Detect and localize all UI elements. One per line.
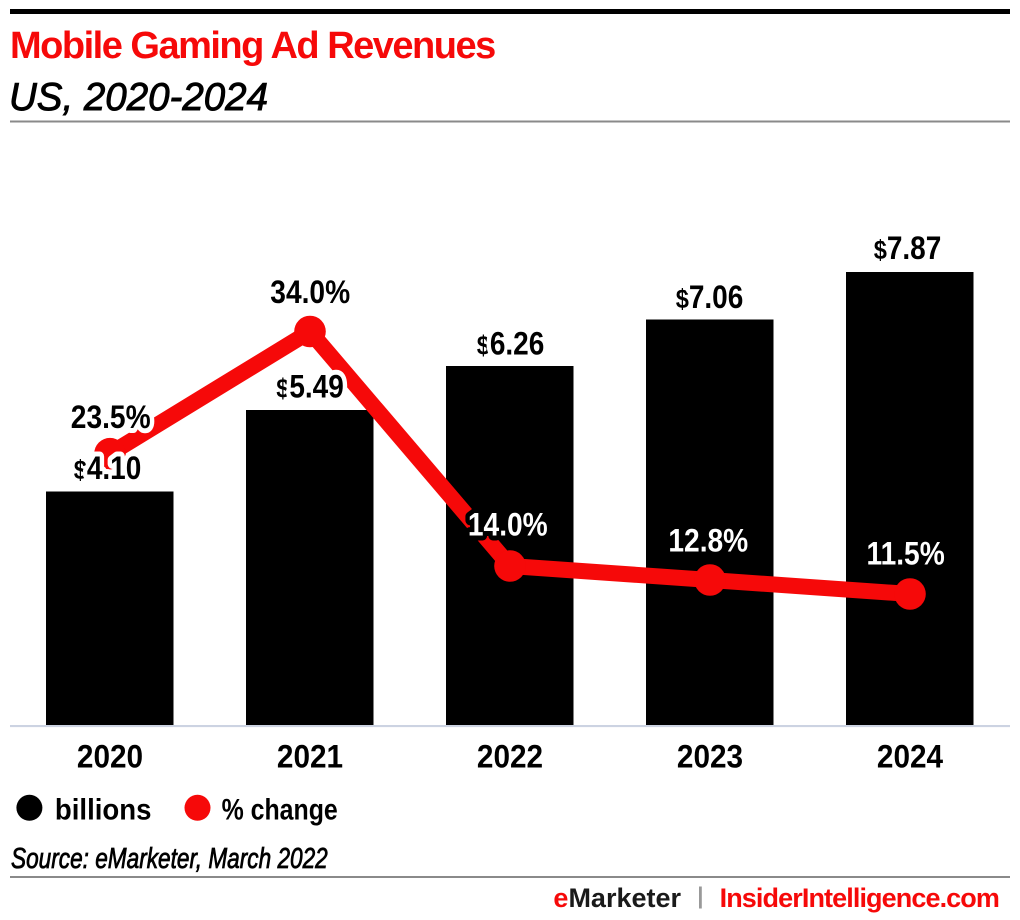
svg-text:2023: 2023 bbox=[677, 739, 743, 775]
svg-text:12.8%: 12.8% bbox=[668, 524, 748, 559]
svg-text:14.0%: 14.0% bbox=[468, 508, 548, 543]
svg-text:2020: 2020 bbox=[77, 739, 143, 775]
svg-text:Source: eMarketer, March 2022: Source: eMarketer, March 2022 bbox=[11, 841, 328, 874]
svg-text:2024: 2024 bbox=[877, 739, 944, 775]
svg-text:$5.49: $5.49 bbox=[276, 370, 344, 405]
svg-text:23.5%: 23.5% bbox=[71, 400, 151, 435]
svg-text:billions: billions bbox=[55, 793, 152, 826]
svg-text:11.5%: 11.5% bbox=[866, 537, 944, 572]
svg-text:% change: % change bbox=[222, 792, 338, 826]
svg-text:$7.87: $7.87 bbox=[874, 231, 942, 266]
svg-text:2022: 2022 bbox=[477, 739, 543, 775]
svg-text:Mobile Gaming Ad Revenues: Mobile Gaming Ad Revenues bbox=[10, 25, 495, 67]
svg-text:$6.26: $6.26 bbox=[477, 327, 545, 362]
svg-text:InsiderIntelligence.com: InsiderIntelligence.com bbox=[720, 883, 999, 913]
svg-text:US, 2020-2024: US, 2020-2024 bbox=[9, 76, 268, 119]
svg-text:$4.10: $4.10 bbox=[74, 451, 142, 486]
svg-text:$7.06: $7.06 bbox=[676, 280, 744, 315]
svg-text:34.0%: 34.0% bbox=[270, 275, 350, 310]
svg-text:eMarketer: eMarketer bbox=[553, 883, 681, 913]
svg-text:2021: 2021 bbox=[277, 739, 343, 775]
